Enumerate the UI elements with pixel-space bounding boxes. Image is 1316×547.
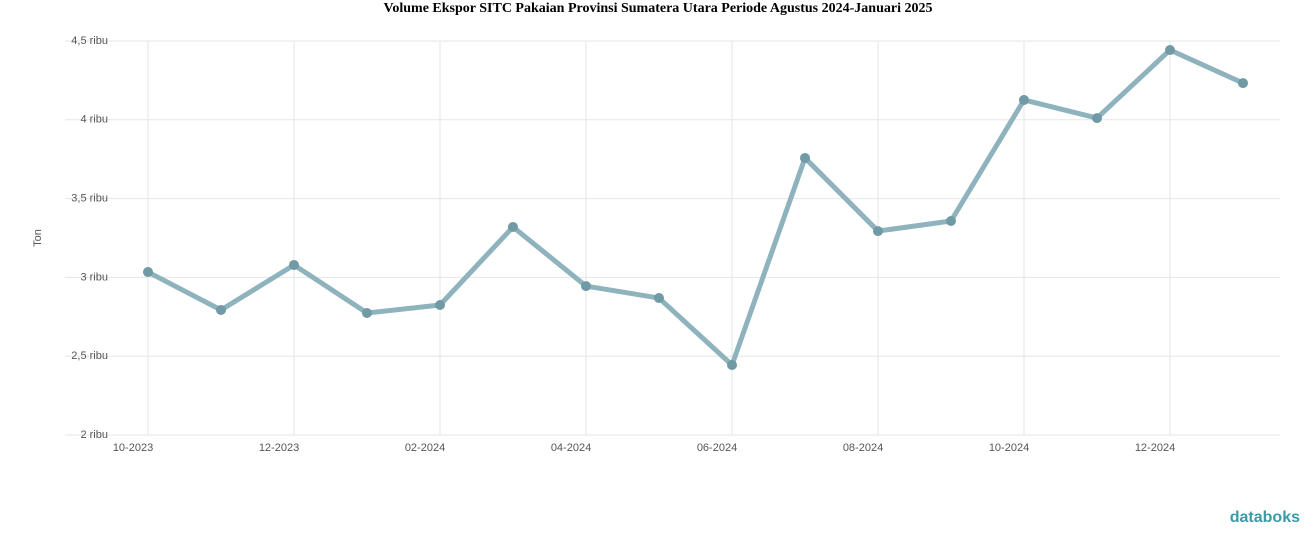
point	[800, 152, 810, 163]
y-tick-label: 3 ribu	[80, 271, 108, 283]
x-tick-label: 04-2024	[551, 442, 591, 454]
point	[1019, 94, 1029, 105]
point	[581, 281, 591, 292]
chart-title: Volume Ekspor SITC Pakaian Provinsi Suma…	[384, 1, 933, 16]
y-tick-label: 4 ribu	[80, 114, 108, 126]
point	[946, 215, 956, 226]
x-tick-label: 06-2024	[697, 442, 737, 454]
point	[873, 226, 883, 237]
point	[1238, 78, 1248, 89]
x-tick-label: 02-2024	[405, 442, 445, 454]
line	[146, 47, 1245, 368]
y-tick-label: 2 ribu	[80, 429, 108, 441]
x-tick-label: 10-2023	[113, 442, 153, 454]
point	[362, 308, 372, 319]
point	[1092, 113, 1102, 124]
point	[508, 221, 518, 232]
point	[216, 305, 226, 316]
point	[1165, 44, 1175, 55]
point	[727, 360, 737, 371]
y-tick-label: 3,5 ribu	[71, 193, 108, 205]
x-tick-label: 10-2024	[989, 442, 1029, 454]
x-tick-label: 12-2023	[259, 442, 299, 454]
point	[289, 259, 299, 270]
brand-logo: databoks	[1230, 509, 1300, 526]
point	[654, 293, 664, 304]
y-tick-label: 2,5 ribu	[71, 350, 108, 362]
x-tick-label: 08-2024	[843, 442, 883, 454]
point	[435, 299, 445, 310]
y-tick-label: 4,5 ribu	[71, 35, 108, 47]
x-tick-label: 12-2024	[1135, 442, 1175, 454]
point	[143, 267, 153, 278]
y-axis-label: Ton	[32, 229, 44, 247]
